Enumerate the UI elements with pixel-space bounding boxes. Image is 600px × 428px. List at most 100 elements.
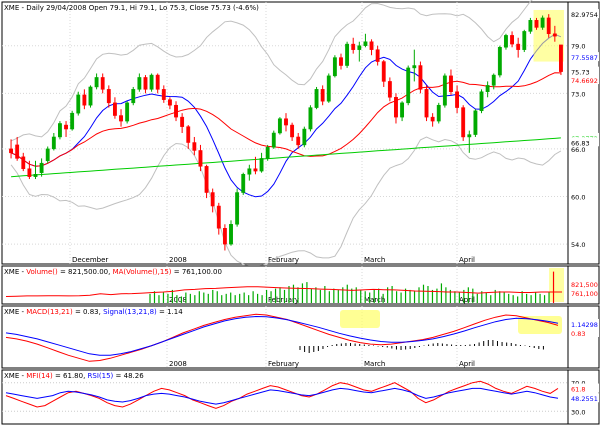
candle-body [70,112,75,130]
x-tick-label: April [459,360,475,368]
panel-volume: 2008FebruaryMarchApril821,500761,100XME … [1,265,600,305]
candle-body [64,124,68,130]
price-label-0: 82.9754 [571,11,598,19]
oscillator-label-1: 48.2551 [571,395,598,403]
ma-blue-line [10,33,562,198]
candle-body [21,156,26,169]
candle-body [351,43,356,50]
highlight-box [518,316,562,334]
candle-body [491,74,496,86]
candle-body [455,91,460,108]
candle-body [534,20,539,28]
candle-body [357,45,362,50]
candle-body [216,205,221,229]
lower-band [10,136,562,268]
volume-ma-line [5,286,562,297]
macd-line [5,313,559,362]
y-tick-label: 54.0 [571,241,585,249]
candle-body [229,224,233,245]
candle-body [119,115,123,122]
candle-body [467,134,472,138]
candle-body [259,158,264,172]
macd-label-1: 0.83 [571,330,585,338]
candle-body [149,74,154,90]
x-tick-label: 2008 [169,296,187,304]
y-tick-label: 30.0 [571,408,585,416]
candle-body [308,107,313,130]
candle-body [522,31,527,50]
x-tick-label: March [364,256,385,264]
y-tick-label: 73.0 [571,90,585,98]
candle-body [540,17,545,28]
candle-body [9,148,13,154]
candle-body [552,33,557,37]
price-label-5: 66.83 [571,139,590,147]
candle-body [375,49,380,62]
candle-body [284,118,288,126]
x-tick-label: April [459,296,475,304]
candle-body [106,89,111,104]
price-label-2-bg [570,66,599,76]
x-tick-label: February [268,256,299,264]
candle-body [241,174,246,193]
candle-body [369,41,374,50]
candle-body [510,35,514,45]
candle-body [339,57,343,66]
price-label-3-bg [570,75,599,85]
candle-body [51,136,56,150]
candle-body [485,85,490,92]
candle-body [198,150,203,167]
candle-body [131,89,136,104]
candle-body [442,75,447,106]
candle-body [400,102,405,118]
price-label-2: 75.73 [571,69,590,77]
oscillator-label-0: 61.8 [571,386,585,394]
candle-body [473,110,478,135]
candle-body [58,123,62,138]
candle-body [186,126,191,143]
candle-body [302,128,307,146]
panel-title: XME - Volume() = 821,500.00, MA(Volume()… [4,268,222,276]
candle-body [277,118,282,134]
macd-label-0-bg [570,319,599,328]
candle-body [27,168,32,177]
candle-body [155,74,160,90]
panel-title: XME - MFI(14) = 61.80, RSI(15) = 48.26 [4,372,144,380]
candle-body [387,81,392,98]
candle-body [406,67,411,104]
x-tick-label: February [268,360,299,368]
volume-label-0: 821,500 [571,281,598,289]
volume-label-1: 761,100 [571,290,598,298]
candle-body [436,104,441,122]
x-tick-label: April [459,256,475,264]
x-tick-label: 2008 [169,360,187,368]
candle-body [247,168,252,175]
mfi-line [5,380,559,409]
upper-band [10,0,533,142]
candle-body [314,89,319,108]
panel-title: XME - Daily 29/04/2008 Open 79.1, Hi 79.… [4,4,259,12]
candle-body [15,144,20,159]
y-tick-label: 60.0 [571,194,585,202]
candle-body [296,136,301,146]
candle-body [253,168,258,172]
candle-body [461,107,466,138]
price-label-5-bg [570,137,599,147]
oscillator-label-0-bg [570,383,599,393]
candle-body [222,228,227,245]
candle-body [265,147,270,159]
candle-body [516,43,521,50]
y-tick-label: 79.0 [571,43,585,51]
candle-body [546,17,551,35]
candle-body [76,94,81,114]
macd-label-1-bg [570,328,599,337]
panel-title: XME - MACD(13,21) = 0.83, Signal(13,21,8… [4,308,183,316]
ma-red-line [10,72,561,167]
rsi-line [5,387,559,405]
price-label-1-bg [570,52,599,62]
candle-body [345,43,350,66]
candle-body [412,65,417,69]
